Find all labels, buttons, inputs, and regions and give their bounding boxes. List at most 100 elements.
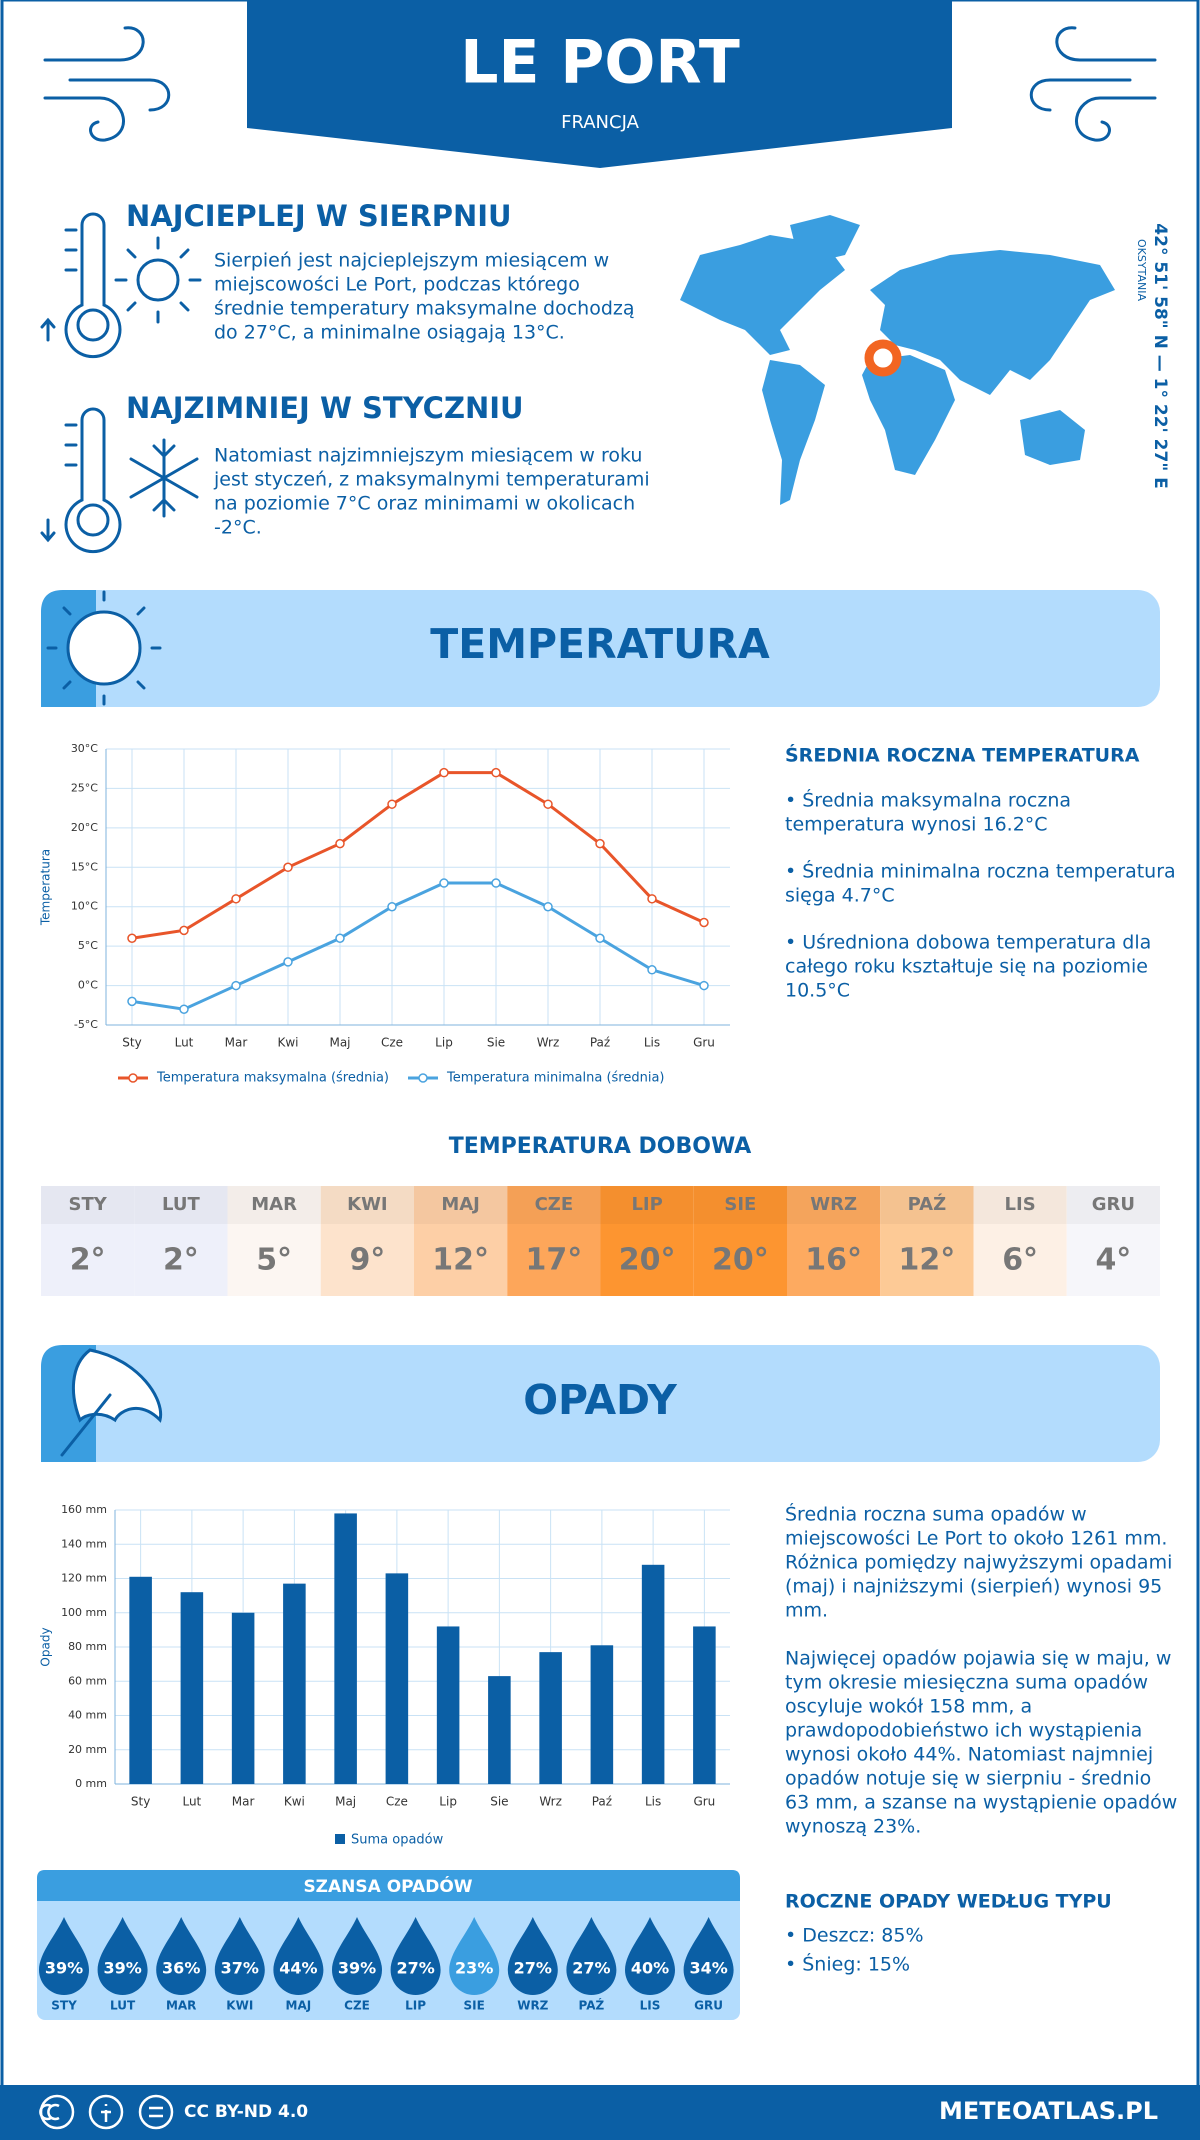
point bbox=[543, 901, 553, 912]
banner-bg bbox=[41, 590, 1160, 707]
coldest-text: na poziomie 7°C oraz minimami w okolicac… bbox=[214, 493, 635, 515]
point bbox=[231, 980, 241, 991]
table-month: SIE bbox=[724, 1194, 756, 1215]
coldest-text: Natomiast najzimniejszym miesiącem w rok… bbox=[214, 445, 642, 467]
drop bbox=[566, 1917, 617, 1995]
point bbox=[387, 901, 397, 912]
table-cell bbox=[414, 1224, 508, 1296]
precipitation-banner bbox=[41, 1345, 1160, 1462]
location-marker bbox=[864, 339, 902, 377]
drop-month: CZE bbox=[344, 1999, 370, 2013]
temperature-bullet: • Średnia maksymalna roczna bbox=[785, 788, 1071, 812]
table-value: 9° bbox=[349, 1243, 385, 1278]
point bbox=[543, 799, 553, 809]
drop-label: 34% bbox=[689, 1959, 727, 1978]
table-month: WRZ bbox=[810, 1194, 857, 1215]
x-tick-label: Gru bbox=[693, 1795, 715, 1809]
temperature-bullet: • Uśredniona dobowa temperatura dla bbox=[785, 932, 1151, 954]
point bbox=[595, 838, 605, 849]
drop-month: PAŹ bbox=[579, 1998, 605, 2013]
bar bbox=[283, 1583, 306, 1784]
point bbox=[491, 767, 501, 778]
point bbox=[179, 1004, 189, 1014]
x-tick-label: Lip bbox=[435, 1036, 453, 1050]
x-tick-label: Kwi bbox=[277, 1036, 298, 1050]
series-line bbox=[131, 881, 705, 1011]
table-month: MAR bbox=[251, 1194, 297, 1215]
x-tick-label: Lis bbox=[644, 1036, 660, 1050]
drop bbox=[683, 1917, 734, 1995]
drop-label: 27% bbox=[396, 1959, 434, 1978]
table-header-cell bbox=[1066, 1186, 1160, 1224]
license-icons bbox=[39, 2094, 174, 2130]
x-tick-label: Cze bbox=[386, 1795, 408, 1809]
y-tick-label: 40 mm bbox=[68, 1709, 107, 1722]
bar bbox=[180, 1592, 204, 1784]
drop bbox=[97, 1917, 148, 1996]
temperature-bullet: sięga 4.7°C bbox=[785, 885, 895, 907]
point bbox=[231, 894, 241, 904]
point bbox=[699, 980, 709, 991]
y-tick-label: 5°C bbox=[78, 939, 98, 952]
chance-title: SZANSA OPADÓW bbox=[303, 1875, 472, 1897]
table-header-cell bbox=[320, 1186, 414, 1224]
drop-month: MAR bbox=[166, 1999, 196, 2013]
legend-marker bbox=[418, 1073, 428, 1083]
y-tick-label: 10°C bbox=[71, 900, 98, 913]
x-tick-label: Lut bbox=[182, 1795, 201, 1809]
bar bbox=[385, 1573, 409, 1784]
precipitation-text: oscyluje wokół 158 mm, a bbox=[785, 1696, 1032, 1718]
point bbox=[127, 996, 137, 1007]
bar bbox=[129, 1576, 152, 1784]
precipitation-type: • Śnieg: 15% bbox=[785, 1952, 910, 1976]
city-title: LE PORT bbox=[460, 28, 740, 98]
table-value: 4° bbox=[1095, 1243, 1131, 1278]
x-tick-label: Sie bbox=[487, 1036, 505, 1050]
bar bbox=[436, 1626, 460, 1784]
x-tick-label: Sty bbox=[122, 1036, 141, 1050]
precipitation-text: 63 mm, a szanse na wystąpienie opadów bbox=[785, 1792, 1177, 1814]
legend-marker bbox=[335, 1834, 345, 1844]
coldest-title: NAJZIMNIEJ W STYCZNIU bbox=[126, 391, 524, 425]
region: OKSYTANIA bbox=[1135, 239, 1148, 301]
table-header-cell bbox=[973, 1186, 1067, 1224]
point bbox=[179, 925, 189, 936]
point bbox=[335, 838, 345, 849]
y-tick-label: 140 mm bbox=[61, 1537, 107, 1550]
table-value: 20° bbox=[712, 1243, 769, 1278]
header-banner bbox=[247, 0, 952, 168]
table-month: GRU bbox=[1092, 1194, 1135, 1215]
table-header-cell bbox=[880, 1186, 974, 1224]
table-value: 20° bbox=[619, 1243, 676, 1278]
chance-header bbox=[37, 1870, 740, 1901]
precipitation-text: Średnia roczna suma opadów w bbox=[785, 1502, 1087, 1526]
legend-label: Temperatura minimalna (średnia) bbox=[446, 1071, 664, 1086]
site: METEOATLAS.PL bbox=[939, 2097, 1158, 2125]
table-month: MAJ bbox=[441, 1194, 480, 1215]
table-month: STY bbox=[68, 1194, 107, 1215]
point bbox=[647, 965, 657, 975]
x-tick-label: Maj bbox=[329, 1036, 350, 1050]
drop bbox=[214, 1917, 265, 1996]
point bbox=[699, 917, 709, 928]
point bbox=[283, 957, 293, 967]
table-cell bbox=[787, 1224, 881, 1296]
table-header-cell bbox=[134, 1186, 228, 1224]
point bbox=[387, 799, 397, 809]
bar bbox=[590, 1645, 614, 1784]
hottest-text: Sierpień jest najcieplejszym miesiącem w bbox=[214, 250, 609, 272]
license: CC BY-ND 4.0 bbox=[184, 2102, 308, 2122]
temperature-bullet: temperatura wynosi 16.2°C bbox=[785, 814, 1048, 836]
drop-label: 39% bbox=[338, 1959, 376, 1978]
drop bbox=[156, 1917, 207, 1995]
table-cell bbox=[134, 1224, 228, 1296]
coldest-text: -2°C. bbox=[214, 517, 262, 539]
drop bbox=[449, 1917, 500, 1995]
hottest-text: do 27°C, a minimalne osiągają 13°C. bbox=[214, 322, 565, 344]
table-month: KWI bbox=[347, 1194, 388, 1215]
point bbox=[439, 767, 449, 778]
x-tick-label: Mar bbox=[232, 1795, 255, 1809]
x-tick-label: Maj bbox=[335, 1795, 356, 1809]
wind-icon bbox=[43, 26, 1157, 142]
